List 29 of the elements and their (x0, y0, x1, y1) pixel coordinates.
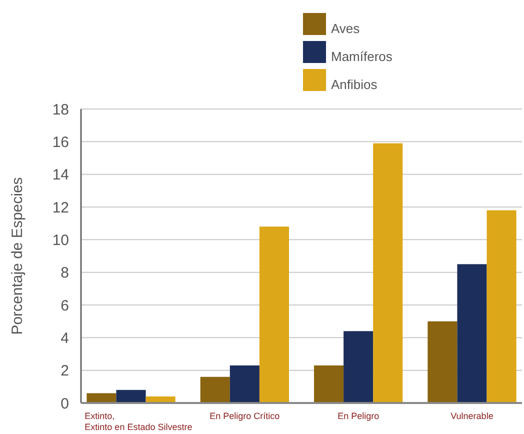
x-tick-label: Extinto, Extinto en Estado Silvestre (84, 411, 192, 432)
bar (200, 376, 230, 403)
x-tick-label: Vulnerable (450, 411, 494, 421)
y-tick-label: 10 (52, 232, 69, 249)
y-tick-label: 8 (60, 264, 69, 282)
y-tick-label: 18 (52, 101, 69, 118)
y-tick-label: 2 (60, 362, 69, 380)
x-tick-label: En Peligro (338, 411, 380, 421)
bar (86, 393, 116, 403)
x-tick-label: En Peligro Crítico (210, 411, 280, 421)
bar (259, 226, 289, 403)
bar (373, 143, 403, 403)
bar (116, 390, 146, 403)
legend-label: Mamíferos (331, 49, 393, 64)
legend-label: Anfibios (331, 77, 378, 92)
y-tick-label: 6 (60, 297, 69, 314)
bar (314, 365, 344, 403)
y-axis-title: Porcentaje de Especies (9, 177, 26, 335)
y-tick-label: 0 (60, 395, 69, 412)
bar (344, 331, 374, 403)
y-tick-label: 16 (52, 134, 69, 151)
y-tick-label: 14 (52, 166, 69, 184)
legend-label: Aves (331, 21, 360, 36)
y-tick-label: 4 (60, 330, 69, 347)
bar (486, 210, 516, 403)
y-tick-label: 12 (52, 199, 69, 216)
bar (457, 264, 487, 403)
bar (230, 365, 260, 403)
bar (428, 321, 458, 403)
